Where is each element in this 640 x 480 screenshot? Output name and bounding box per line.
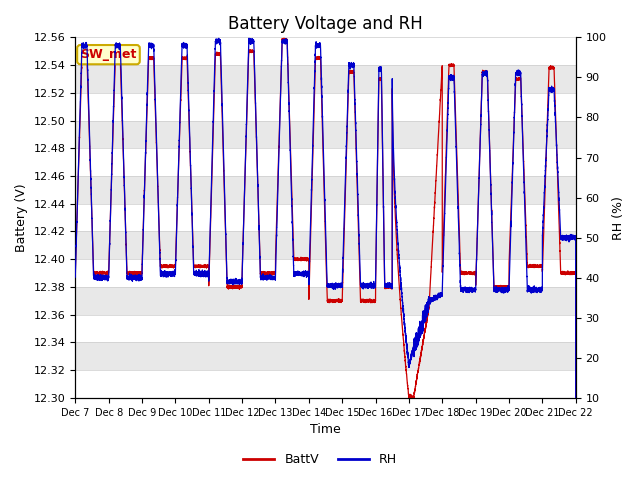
Bar xyxy=(76,93,576,120)
RH xyxy=(572,395,580,401)
RH xyxy=(316,43,324,49)
Y-axis label: Battery (V): Battery (V) xyxy=(15,183,28,252)
BattV xyxy=(74,198,81,204)
BattV xyxy=(101,271,109,277)
Bar xyxy=(76,342,576,370)
RH xyxy=(74,195,81,201)
RH xyxy=(245,36,253,41)
BattV xyxy=(316,56,324,61)
Bar xyxy=(76,204,576,231)
Line: BattV: BattV xyxy=(76,38,576,398)
Bar xyxy=(76,176,576,204)
Legend: BattV, RH: BattV, RH xyxy=(238,448,402,471)
Bar xyxy=(76,370,576,398)
Bar xyxy=(76,65,576,93)
Bar xyxy=(76,37,576,65)
Text: SW_met: SW_met xyxy=(80,48,137,61)
BattV xyxy=(280,36,287,41)
RH xyxy=(92,274,100,279)
Bar xyxy=(76,259,576,287)
Bar xyxy=(76,148,576,176)
Title: Battery Voltage and RH: Battery Voltage and RH xyxy=(228,15,423,33)
RH xyxy=(72,274,79,280)
RH xyxy=(545,85,553,91)
X-axis label: Time: Time xyxy=(310,423,341,436)
BattV xyxy=(545,65,553,71)
BattV xyxy=(92,270,100,276)
BattV xyxy=(72,271,79,276)
RH xyxy=(170,272,177,278)
Bar xyxy=(76,287,576,315)
Bar xyxy=(76,315,576,342)
Line: RH: RH xyxy=(76,38,576,398)
Bar xyxy=(76,231,576,259)
BattV xyxy=(170,265,177,271)
BattV xyxy=(405,395,413,401)
Y-axis label: RH (%): RH (%) xyxy=(612,196,625,240)
RH xyxy=(101,274,109,279)
BattV xyxy=(572,395,580,401)
Bar xyxy=(76,120,576,148)
